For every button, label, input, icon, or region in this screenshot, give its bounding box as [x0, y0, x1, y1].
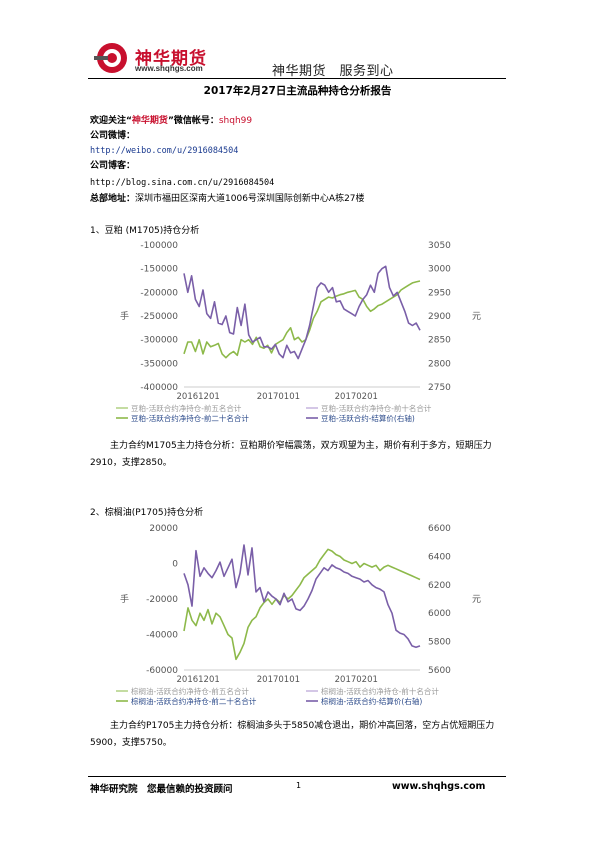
- y-right-unit-label: 元: [472, 595, 481, 605]
- y-right-tick-label: 5800: [428, 638, 451, 648]
- legend-label: 棕榈油-活跃合约净持仓-前五名合计: [131, 686, 249, 696]
- address-line: 总部地址：深圳市福田区深南大道1006号深圳国际创新中心A栋27楼: [90, 194, 365, 204]
- y-right-tick-label: 2750: [428, 383, 451, 393]
- y-right-tick-label: 6400: [428, 552, 451, 562]
- y-right-tick-label: 2950: [428, 288, 451, 298]
- y-left-tick-label: -200000: [140, 288, 178, 298]
- legend-label: 棕榈油-活跃合约-结算价(右轴): [321, 696, 422, 706]
- y-right-unit-label: 元: [472, 312, 481, 322]
- y-right-tick-label: 6600: [428, 524, 451, 534]
- weibo-link[interactable]: http://weibo.com/u/2916084504: [90, 146, 239, 156]
- blog-label: 公司博客：: [90, 161, 136, 171]
- chart-1-svg: -100000 -150000 -200000 -250000 -300000 -3500…: [116, 241, 481, 423]
- series-line-1: [183, 544, 421, 649]
- legend-label: 豆粕-活跃合约净持仓-前十名合计: [321, 403, 432, 413]
- y-right-tick-label: 2850: [428, 336, 451, 346]
- chart-2-svg: 20000 0 -20000 -40000 -60000 6600 6400 6200 6000…: [116, 524, 481, 706]
- section-2-paragraph: 主力合约P1705主力持仓分析：棕榈油多头于5850减仓退出，期价冲高回落，空方…: [90, 721, 495, 748]
- footer-divider: [88, 776, 506, 777]
- x-tick-label: 20170201: [335, 392, 378, 402]
- footer-url[interactable]: www.shqhgs.com: [392, 781, 486, 792]
- legend-label: 豆粕-活跃合约净持仓-前五名合计: [131, 403, 242, 413]
- x-tick-label: 20170101: [257, 392, 300, 402]
- series-line-1: [183, 265, 421, 360]
- company-logo-icon: [94, 40, 130, 76]
- legend-label: 棕榈油-活跃合约净持仓-前十名合计: [321, 686, 439, 696]
- x-tick-label: 20161201: [177, 675, 220, 685]
- y-left-tick-label: -250000: [140, 312, 178, 322]
- y-left-unit-label: 手: [120, 310, 129, 322]
- section-1-paragraph: 主力合约M1705主力持仓分析：豆粕期价窄幅震荡，双方观望为主，期价有利于多方，…: [90, 441, 492, 468]
- y-left-tick-label: -20000: [146, 595, 178, 605]
- x-tick-label: 20170201: [335, 675, 378, 685]
- page-number: 1: [296, 781, 302, 790]
- logo-url: www.shqhgs.com: [135, 64, 203, 73]
- series-line-0: [183, 548, 421, 661]
- series-line-0: [183, 280, 421, 359]
- y-right-tick-label: 2900: [428, 312, 451, 322]
- y-right-tick-label: 3050: [428, 241, 451, 251]
- footer-slogan: 神华研究院 您最信赖的投资顾问: [90, 784, 233, 795]
- y-left-tick-label: -400000: [140, 383, 178, 393]
- section-2-heading: 2、棕榈油(P1705)持仓分析: [90, 508, 204, 518]
- header-slogan: 神华期货 服务到心: [272, 64, 394, 79]
- logo-name: 神华期货: [135, 49, 207, 69]
- header-divider: [88, 78, 506, 79]
- brand-name: 神华期货: [131, 116, 168, 126]
- y-right-tick-label: 6000: [428, 609, 451, 619]
- y-right-tick-label: 5600: [428, 666, 451, 676]
- y-left-tick-label: -60000: [146, 666, 178, 676]
- legend-label: 豆粕-活跃合约净持仓-前二十名合计: [131, 413, 249, 423]
- follow-line: 欢迎关注“神华期货”微信帐号：shqh99: [90, 116, 253, 126]
- y-left-tick-label: -150000: [140, 265, 178, 275]
- report-title: 2017年2月27日主流品种持仓分析报告: [203, 85, 392, 97]
- chart-soybean-meal: -100000 -150000 -200000 -250000 -300000 -3500…: [112, 235, 500, 429]
- y-left-tick-label: -300000: [140, 336, 178, 346]
- y-right-tick-label: 2800: [428, 359, 451, 369]
- y-left-tick-label: -350000: [140, 359, 178, 369]
- chart-palm-oil: 20000 0 -20000 -40000 -60000 6600 6400 6200 6000…: [112, 518, 500, 712]
- y-right-tick-label: 6200: [428, 581, 451, 591]
- y-left-tick-label: 0: [172, 560, 178, 570]
- legend-label: 棕榈油-活跃合约净持仓-前二十名合计: [131, 696, 257, 706]
- y-left-unit-label: 手: [120, 593, 129, 605]
- weibo-label: 公司微博：: [90, 131, 136, 141]
- legend-label: 豆粕-活跃合约-结算价(右轴): [321, 413, 415, 423]
- y-right-tick-label: 3000: [428, 265, 451, 275]
- y-left-tick-label: -40000: [146, 631, 178, 641]
- y-left-tick-label: 20000: [149, 524, 178, 534]
- blog-link[interactable]: http://blog.sina.com.cn/u/2916084504: [90, 178, 275, 188]
- section-1-heading: 1、豆粕 (M1705)持仓分析: [90, 226, 200, 236]
- y-left-tick-label: -100000: [140, 241, 178, 251]
- x-tick-label: 20170101: [257, 675, 300, 685]
- address-text: 深圳市福田区深南大道1006号深圳国际创新中心A栋27楼: [135, 194, 365, 204]
- wechat-id: shqh99: [218, 116, 253, 126]
- x-tick-label: 20161201: [177, 392, 220, 402]
